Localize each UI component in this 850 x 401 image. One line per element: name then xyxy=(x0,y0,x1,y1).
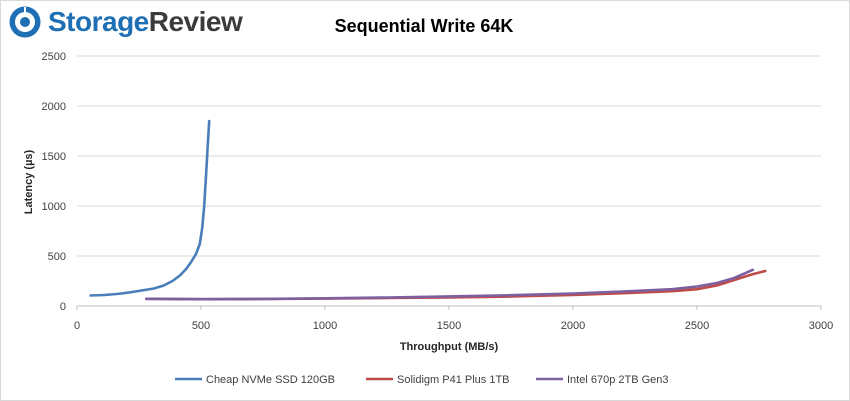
x-axis-label: Throughput (MB/s) xyxy=(400,341,499,353)
y-axis-ticks: 0 500 1000 1500 2000 2500 xyxy=(42,51,66,313)
legend-label-1: Cheap NVMe SSD 120GB xyxy=(206,374,335,386)
legend-label-2: Solidigm P41 Plus 1TB xyxy=(397,374,510,386)
brand-wordmark: StorageReview xyxy=(48,6,243,38)
brand-logo: StorageReview xyxy=(8,4,243,40)
legend-label-3: Intel 670p 2TB Gen3 xyxy=(567,374,669,386)
series-line-3 xyxy=(145,268,755,301)
series-line-1 xyxy=(89,119,211,297)
y-tick-label: 500 xyxy=(48,251,66,263)
x-tick-label: 2500 xyxy=(685,320,709,332)
y-axis-label: Latency (µs) xyxy=(23,149,35,214)
y-tick-label: 1500 xyxy=(42,151,66,163)
chart-legend: Cheap NVMe SSD 120GB Solidigm P41 Plus 1T… xyxy=(175,374,669,386)
y-tick-label: 2000 xyxy=(42,101,66,113)
storagereview-logo-icon xyxy=(9,6,41,38)
y-tick-label: 1000 xyxy=(42,201,66,213)
brand-name-part1: Storage xyxy=(48,6,149,37)
y-tick-label: 0 xyxy=(60,301,66,313)
chart-title: Sequential Write 64K xyxy=(335,16,514,36)
x-tick-label: 0 xyxy=(74,320,80,332)
x-tick-label: 3000 xyxy=(809,320,833,332)
y-tick-label: 2500 xyxy=(42,51,66,63)
chart-series xyxy=(89,119,767,301)
x-tick-label: 2000 xyxy=(561,320,585,332)
x-tick-label: 1500 xyxy=(437,320,461,332)
chart-gridlines xyxy=(77,55,821,257)
brand-name-part2: Review xyxy=(148,6,243,37)
x-tick-label: 500 xyxy=(192,320,210,332)
x-axis-ticks: 0 500 1000 1500 2000 2500 3000 xyxy=(74,306,833,332)
x-tick-label: 1000 xyxy=(313,320,337,332)
